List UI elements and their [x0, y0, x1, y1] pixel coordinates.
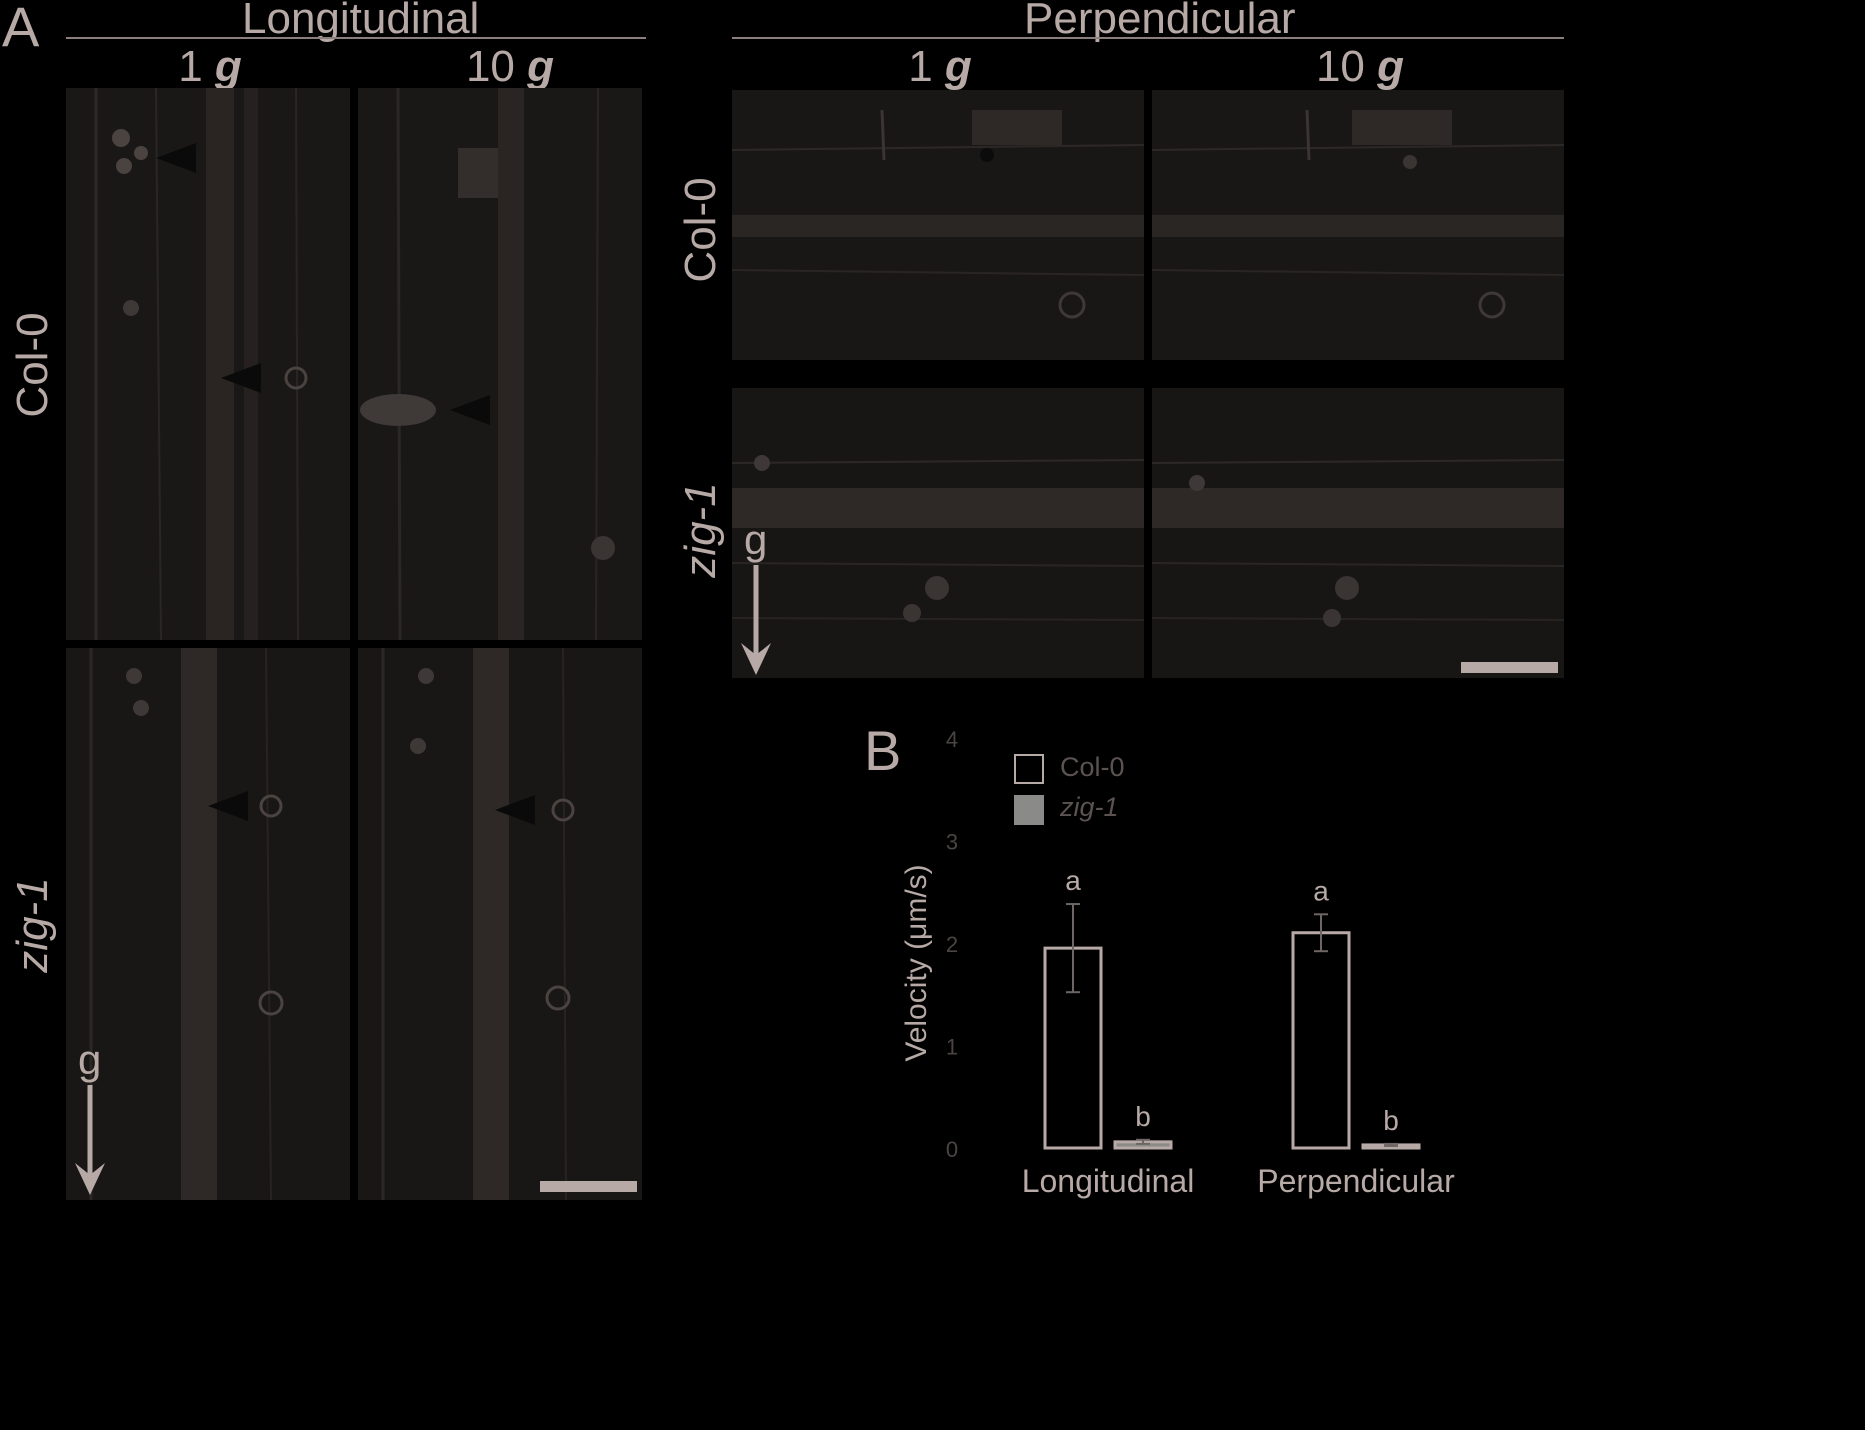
- bar-col-0-perpendicular: [1291, 931, 1351, 1150]
- micrograph-perp-zig1-1g: [732, 388, 1144, 678]
- panel-b-letter: B: [864, 719, 902, 782]
- micrograph-perp-col0-10g: [1152, 90, 1564, 360]
- col-head-perp-1g: 1 g: [908, 42, 972, 91]
- perpendicular-header-rule: [732, 37, 1564, 39]
- longitudinal-header-rule: [66, 37, 646, 39]
- y-tick-label-3: 3: [946, 830, 958, 855]
- significance-letter-col-0-longitudinal: a: [1065, 865, 1081, 896]
- micrograph-long-zig1-10g: [358, 648, 642, 1200]
- legend-swatch-col0: [1014, 754, 1044, 784]
- row-label-col0-perp: Col-0: [676, 177, 725, 283]
- longitudinal-section-title: Longitudinal: [242, 0, 480, 43]
- gravity-arrow-perp: [741, 565, 771, 675]
- significance-letter-zig-1-longitudinal: b: [1135, 1101, 1151, 1132]
- col-head-long-10g: 10 g: [465, 42, 555, 91]
- significance-letter-col-0-perpendicular: a: [1313, 875, 1329, 906]
- y-tick-label-0: 0: [946, 1137, 958, 1162]
- significance-letter-zig-1-perpendicular: b: [1383, 1105, 1399, 1136]
- scale-bar-perp: [1461, 662, 1558, 673]
- x-category-label-longitudinal: Longitudinal: [1022, 1163, 1195, 1199]
- panel-a-letter: A: [2, 0, 40, 58]
- micrograph-long-col0-1g: [66, 88, 350, 640]
- x-category-label-perpendicular: Perpendicular: [1257, 1163, 1455, 1199]
- perpendicular-section-title: Perpendicular: [1024, 0, 1296, 43]
- micrograph-long-col0-10g: [358, 88, 642, 640]
- gravity-label-long: g: [78, 1036, 102, 1083]
- micrograph-perp-zig1-10g: [1152, 388, 1564, 678]
- legend-label-col0: Col-0: [1060, 752, 1125, 782]
- row-label-zig1-long: zig-1: [8, 877, 57, 973]
- row-label-zig1-perp: zig-1: [676, 482, 725, 578]
- legend-swatch-zig1: [1014, 795, 1044, 825]
- y-tick-label-1: 1: [946, 1035, 958, 1060]
- legend-label-zig1: zig-1: [1060, 792, 1119, 822]
- col-head-long-1g: 1 g: [178, 42, 242, 91]
- row-label-col0-long: Col-0: [8, 312, 57, 418]
- y-axis-label: Velocity (μm/s): [900, 864, 933, 1061]
- velocity-bar-chart: 0 1 2 3 4 Velocity (μm/s) a b Longitudinal a b Perp…: [900, 727, 1455, 1199]
- scale-bar-long: [540, 1181, 637, 1192]
- gravity-arrow-long: [75, 1085, 105, 1195]
- y-tick-label-4: 4: [946, 727, 958, 752]
- y-tick-label-2: 2: [946, 932, 958, 957]
- gravity-label-perp: g: [744, 516, 768, 563]
- col-head-perp-10g: 10 g: [1315, 42, 1405, 91]
- micrograph-long-zig1-1g: [66, 648, 350, 1200]
- micrograph-perp-col0-1g: [732, 90, 1144, 360]
